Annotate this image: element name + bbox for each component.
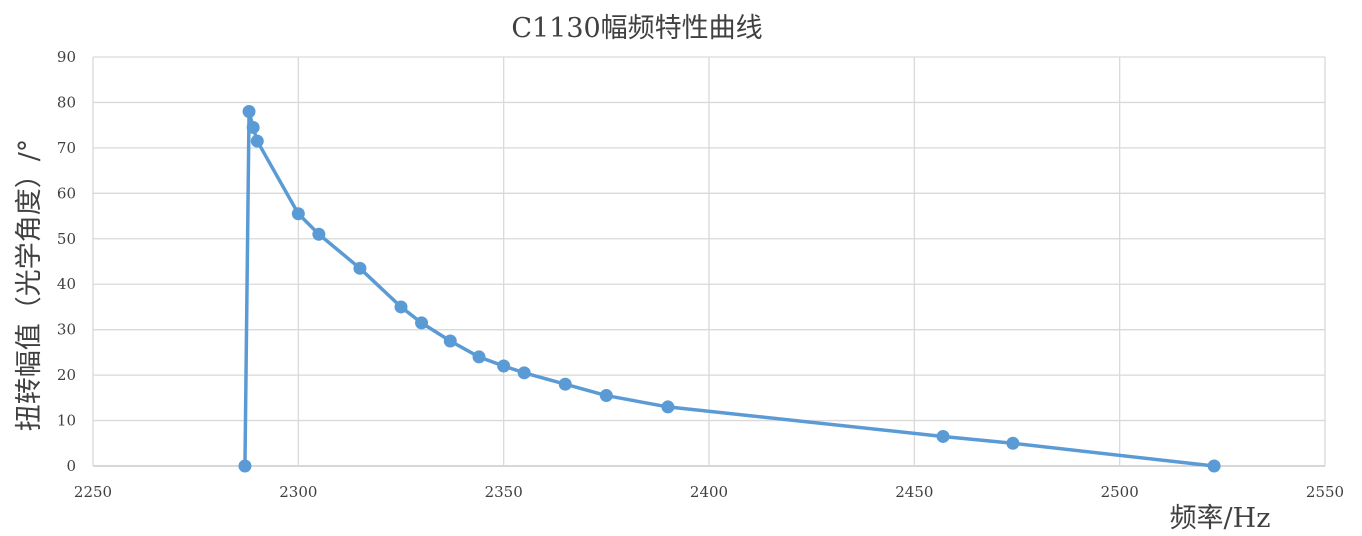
x-tick-label: 2450 (895, 483, 933, 501)
data-point (599, 389, 613, 403)
y-tick-label: 10 (57, 412, 76, 430)
tick-label-layer: 0 10 20 30 40 50 60 70 80 90 2250 2300 2350 2400 2450 2… (57, 48, 1344, 501)
x-tick-label: 2400 (690, 483, 728, 501)
chart-title: C1130幅频特性曲线 (511, 13, 762, 44)
data-point (661, 400, 675, 414)
x-tick-label: 2250 (74, 483, 112, 501)
data-point (936, 429, 950, 443)
series-line (243, 109, 1216, 468)
data-point (291, 207, 305, 221)
data-point (394, 300, 408, 314)
y-tick-label: 90 (57, 48, 76, 66)
y-tick-label: 40 (57, 275, 76, 293)
x-tick-label: 2300 (279, 483, 317, 501)
y-tick-label: 50 (57, 230, 76, 248)
data-point (558, 377, 572, 391)
x-tick-label: 2550 (1306, 483, 1344, 501)
data-point (415, 316, 429, 330)
y-tick-label: 20 (57, 366, 76, 384)
data-point (242, 105, 256, 119)
y-tick-label: 60 (57, 184, 76, 202)
y-tick-label: 80 (57, 93, 76, 111)
data-point (1006, 436, 1020, 450)
data-point (250, 134, 264, 148)
y-tick-label: 30 (57, 321, 76, 339)
data-point (238, 459, 252, 473)
x-tick-label: 2500 (1101, 483, 1139, 501)
x-axis-title: 频率/Hz (1170, 503, 1271, 532)
data-point (443, 334, 457, 348)
x-tick-label: 2350 (485, 483, 523, 501)
data-point (517, 366, 531, 380)
data-point (353, 261, 367, 275)
data-point (312, 227, 326, 241)
data-point (246, 120, 260, 134)
data-point (497, 359, 511, 373)
grid-layer (92, 56, 1326, 467)
y-tick-label: 70 (57, 139, 76, 157)
y-axis-title: 扭转幅值（光学角度）/° (14, 139, 45, 432)
data-point (1207, 459, 1221, 473)
series-layer (238, 105, 1221, 473)
data-point (472, 350, 486, 364)
y-tick-label: 0 (66, 457, 76, 475)
